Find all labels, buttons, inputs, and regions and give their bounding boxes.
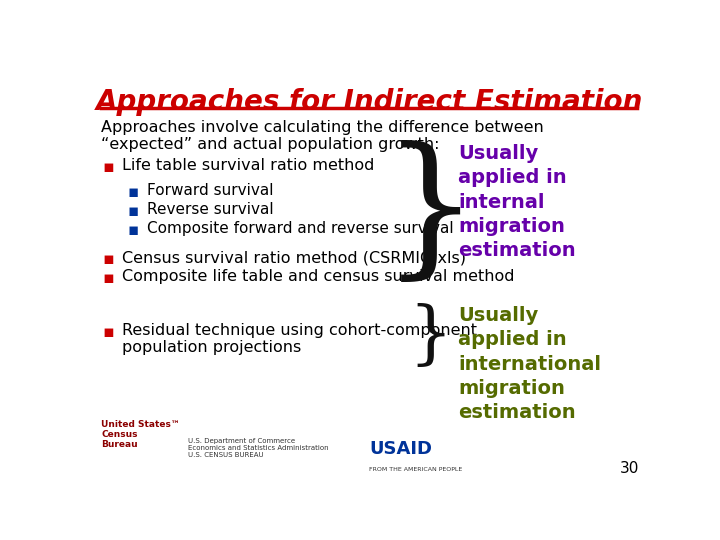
Text: Usually
applied in
internal
migration
estimation: Usually applied in internal migration es… (459, 144, 576, 260)
Text: ▪: ▪ (102, 250, 114, 268)
Text: U.S. Department of Commerce
Economics and Statistics Administration
U.S. CENSUS : U.S. Department of Commerce Economics an… (188, 438, 328, 458)
Text: Composite life table and census survival method: Composite life table and census survival… (122, 269, 515, 285)
Text: Approaches for Indirect Estimation: Approaches for Indirect Estimation (95, 87, 643, 116)
Text: ▪: ▪ (102, 158, 114, 177)
Text: USAID: USAID (369, 440, 432, 458)
Text: Composite forward and reverse survival: Composite forward and reverse survival (147, 221, 454, 236)
Text: Forward survival: Forward survival (147, 183, 274, 198)
Text: ▪: ▪ (128, 183, 139, 201)
Text: United States™
Census
Bureau: United States™ Census Bureau (101, 420, 180, 449)
Text: Usually
applied in
international
migration
estimation: Usually applied in international migrati… (459, 306, 601, 422)
Text: ▪: ▪ (102, 269, 114, 287)
Text: }: } (382, 140, 479, 289)
Text: FROM THE AMERICAN PEOPLE: FROM THE AMERICAN PEOPLE (369, 467, 462, 472)
Text: Approaches involve calculating the difference between
“expected” and actual popu: Approaches involve calculating the diffe… (101, 120, 544, 152)
Text: ▪: ▪ (102, 322, 114, 341)
Text: 30: 30 (620, 461, 639, 476)
Text: Census survival ratio method (CSRMIG.xls): Census survival ratio method (CSRMIG.xls… (122, 250, 467, 265)
Text: }: } (408, 304, 452, 370)
Text: Reverse survival: Reverse survival (147, 202, 274, 217)
Text: ▪: ▪ (128, 202, 139, 220)
Text: ▪: ▪ (128, 221, 139, 239)
Text: Residual technique using cohort-component
population projections: Residual technique using cohort-componen… (122, 322, 477, 355)
Text: Life table survival ratio method: Life table survival ratio method (122, 158, 374, 173)
